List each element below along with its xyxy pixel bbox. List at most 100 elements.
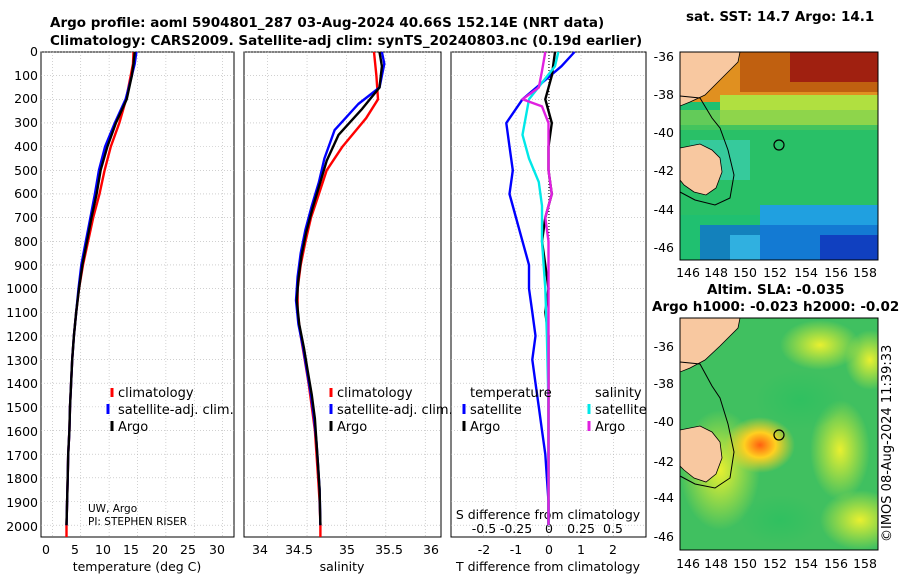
x-tick: 35 xyxy=(339,542,355,557)
depth-tick: 900 xyxy=(14,258,38,273)
x-tick: -2 xyxy=(478,542,490,557)
sla-map-subtitle: Argo h1000: -0.023 h2000: -0.023 xyxy=(652,299,900,315)
series-line-climatology xyxy=(65,51,135,537)
pi-annotation: UW, Argo PI: STEPHEN RISER xyxy=(88,503,187,528)
depth-tick: 1900 xyxy=(6,495,38,510)
depth-tick: 1000 xyxy=(6,281,38,296)
figure-title-line1: Argo profile: aoml 5904801_287 03-Aug-20… xyxy=(50,15,605,31)
lon-tick: 146 xyxy=(676,265,700,280)
sst-lat-ticks: -36 -38 -40 -42 -44 -46 xyxy=(654,49,674,255)
difference-grid xyxy=(451,51,646,537)
sst-lon-ticks: 146 148 150 152 154 156 158 xyxy=(676,265,877,280)
difference-profiles xyxy=(505,51,576,526)
series-line-argo xyxy=(65,51,136,526)
lon-tick: 158 xyxy=(853,265,877,280)
s-tick: 0.25 xyxy=(567,521,595,536)
depth-tick: 100 xyxy=(14,68,38,83)
s-tick: -0.25 xyxy=(500,521,532,536)
x-tick: 34.5 xyxy=(285,542,313,557)
salinity-panel xyxy=(243,51,442,538)
lat-tick: -46 xyxy=(654,240,674,255)
temperature-legend: climatology satellite-adj. clim. Argo xyxy=(106,386,234,435)
x-tick: 36 xyxy=(423,542,439,557)
difference-x-ticks: -2 -1 0 1 2 xyxy=(478,542,617,557)
series-line-climatology xyxy=(296,51,380,537)
x-tick: 0 xyxy=(42,542,50,557)
float-position-marker xyxy=(773,429,785,441)
legend-label-argo: Argo xyxy=(337,420,367,435)
float-position-marker xyxy=(773,139,785,151)
x-tick: 35.5 xyxy=(375,542,403,557)
difference-legend: temperature salinity satellite Argo sate… xyxy=(462,386,647,435)
depth-tick-labels: 0 100 200 300 400 500 600 700 800 900 10… xyxy=(6,44,38,534)
salinity-xlabel: salinity xyxy=(320,559,365,574)
difference-xlabel: T difference from climatology xyxy=(455,559,641,574)
lat-tick: -38 xyxy=(654,87,674,102)
legend-label-s-argo: Argo xyxy=(595,420,625,435)
legend-label-satellite-adj: satellite-adj. clim. xyxy=(118,403,234,418)
lat-tick: -42 xyxy=(654,163,674,178)
lon-tick: 152 xyxy=(763,265,787,280)
legend-label-t-satellite: satellite xyxy=(470,403,522,418)
depth-tick: 600 xyxy=(14,186,38,201)
legend-label-climatology: climatology xyxy=(118,386,194,401)
depth-tick: 300 xyxy=(14,115,38,130)
s-tick: -0.5 xyxy=(472,521,496,536)
lon-tick: 148 xyxy=(704,265,728,280)
depth-tick: 0 xyxy=(30,44,38,59)
lat-tick: -46 xyxy=(654,529,674,544)
salinity-x-ticks: 34 34.5 35 35.5 36 xyxy=(252,542,439,557)
depth-tick: 1800 xyxy=(6,471,38,486)
lon-tick: 158 xyxy=(853,556,877,571)
temperature-grid xyxy=(41,51,234,537)
lon-tick: 150 xyxy=(733,265,757,280)
depth-tick: 1500 xyxy=(6,400,38,415)
lon-tick: 152 xyxy=(763,556,787,571)
sst-map-title: sat. SST: 14.7 Argo: 14.1 xyxy=(686,9,875,25)
x-tick: 15 xyxy=(123,542,139,557)
legend-heading-salinity: salinity xyxy=(595,386,642,401)
sla-map-title: Altim. SLA: -0.035 xyxy=(707,282,845,298)
lat-tick: -36 xyxy=(654,49,674,64)
salinity-legend: climatology satellite-adj. clim. Argo xyxy=(329,386,453,435)
depth-tick: 800 xyxy=(14,234,38,249)
x-tick: 10 xyxy=(95,542,111,557)
depth-tick: 1700 xyxy=(6,448,38,463)
series-line-salinity-argo xyxy=(521,51,553,526)
depth-tick: 1400 xyxy=(6,376,38,391)
series-line-salinity-satellite xyxy=(521,51,560,526)
lon-tick: 150 xyxy=(733,556,757,571)
lon-tick: 148 xyxy=(704,556,728,571)
depth-tick: 1300 xyxy=(6,353,38,368)
sst-map-frame xyxy=(679,51,879,261)
s-tick: 0 xyxy=(545,521,553,536)
x-tick: 20 xyxy=(152,542,168,557)
series-line-temperature-satellite xyxy=(505,51,576,526)
x-tick: 1 xyxy=(577,542,585,557)
annotation-line1: UW, Argo xyxy=(88,503,137,515)
legend-label-satellite-adj: satellite-adj. clim. xyxy=(337,403,453,418)
depth-tick: 700 xyxy=(14,210,38,225)
s-difference-ticks: -0.5 -0.25 0 0.25 0.5 xyxy=(472,521,623,536)
figure-title-line2: Climatology: CARS2009. Satellite-adj cli… xyxy=(50,33,643,49)
temperature-xlabel: temperature (deg C) xyxy=(73,559,202,574)
legend-label-climatology: climatology xyxy=(337,386,413,401)
lat-tick: -42 xyxy=(654,454,674,469)
lat-tick: -44 xyxy=(654,490,674,505)
lon-tick: 146 xyxy=(676,556,700,571)
x-tick: 5 xyxy=(71,542,79,557)
depth-tick: 1600 xyxy=(6,424,38,439)
lon-tick: 156 xyxy=(824,265,848,280)
series-line-argo xyxy=(295,51,384,526)
lon-tick: 154 xyxy=(794,265,818,280)
legend-heading-temperature: temperature xyxy=(470,386,552,401)
x-tick: 25 xyxy=(180,542,196,557)
temperature-profiles xyxy=(65,51,138,537)
legend-label-t-argo: Argo xyxy=(470,420,500,435)
depth-tick: 1200 xyxy=(6,329,38,344)
legend-label-s-satellite: satellite xyxy=(595,403,647,418)
sla-lon-ticks: 146 148 150 152 154 156 158 xyxy=(676,556,877,571)
lat-tick: -36 xyxy=(654,339,674,354)
depth-tick: 200 xyxy=(14,91,38,106)
sla-map xyxy=(680,318,878,550)
